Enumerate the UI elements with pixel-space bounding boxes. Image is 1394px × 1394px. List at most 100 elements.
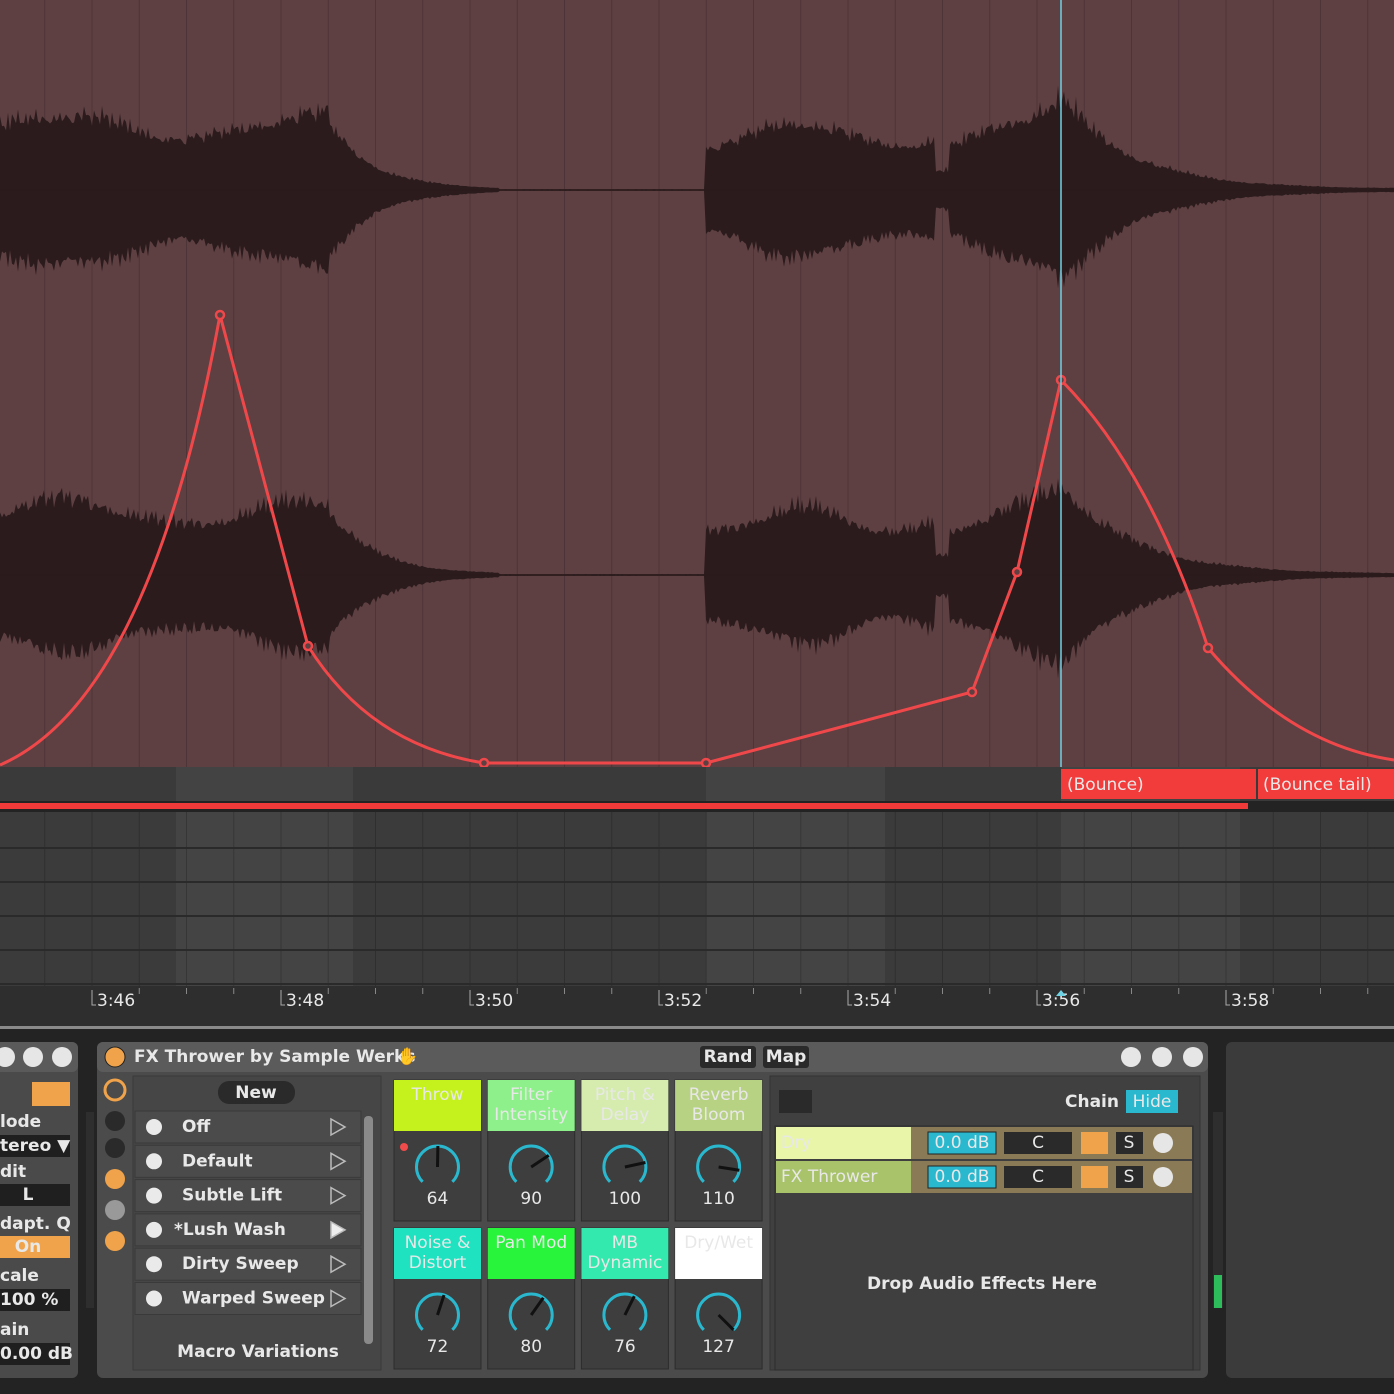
ruler-label: 3:48 [286,991,324,1011]
lane-band [176,767,353,801]
value-box[interactable] [0,1184,70,1206]
value-box[interactable] [0,1289,70,1311]
macro-name-box[interactable] [487,1080,575,1131]
waveform-channel [0,478,1394,679]
breakpoint[interactable] [1202,642,1214,654]
snapshot-icon[interactable] [146,1256,162,1273]
side-icon[interactable] [105,1200,125,1220]
knob-track[interactable] [696,1292,742,1331]
snapshot-icon[interactable] [146,1221,162,1238]
pan-box[interactable] [1004,1132,1072,1154]
value-box[interactable] [0,1343,70,1365]
clip[interactable] [1258,769,1394,799]
launch-arrow[interactable] [330,1152,347,1171]
clip[interactable] [1061,769,1256,799]
knob-track[interactable] [602,1144,648,1183]
hide-button[interactable] [1126,1090,1178,1113]
side-icon[interactable] [105,1138,125,1158]
knob-track[interactable] [508,1144,554,1183]
variation-row[interactable] [134,1247,362,1281]
solo-button[interactable] [1116,1166,1143,1188]
meter-level [1214,1275,1222,1308]
chain-toggle[interactable] [1153,1167,1173,1187]
header-button[interactable] [52,1047,72,1067]
mute-button[interactable] [1081,1166,1108,1188]
ruler-label: 3:58 [1231,991,1269,1011]
device-toggle[interactable] [104,1046,126,1068]
macro-name-box[interactable] [675,1080,763,1131]
knob-indicator [623,1295,636,1316]
launch-arrow[interactable] [330,1117,347,1137]
breakpoint[interactable] [1011,566,1023,578]
chain-toggle[interactable] [1153,1133,1173,1153]
macro-name-box[interactable] [675,1228,763,1279]
header-button[interactable] [0,1047,15,1067]
chain-play[interactable] [779,1090,812,1113]
variation-row[interactable] [134,1110,362,1144]
knob-track[interactable] [602,1292,648,1331]
ruler-tick [1225,990,1230,1006]
snapshot-icon[interactable] [146,1187,162,1204]
launch-arrow[interactable] [330,1289,347,1308]
breakpoint[interactable] [302,640,314,652]
mute-button[interactable] [1081,1132,1108,1154]
variation-row[interactable] [134,1213,362,1247]
side-icon[interactable] [105,1231,125,1251]
knob-track[interactable] [508,1292,554,1331]
solo-label: S [1124,1167,1135,1187]
macro-name-box[interactable] [581,1080,669,1131]
side-icon[interactable] [103,1078,127,1102]
macro-name-box[interactable] [487,1228,575,1279]
knob-indicator [717,1313,735,1331]
empty-panel [1226,1042,1394,1378]
breakpoint[interactable] [214,309,226,321]
chain-name: FX Thrower [781,1167,877,1187]
drop-hint: Drop Audio Effects Here [867,1274,1097,1294]
snapshot-icon[interactable] [146,1290,162,1307]
macro-name: Pitch & Delay [595,1085,655,1125]
knob-indicator [436,1294,446,1316]
launch-arrow[interactable] [330,1254,347,1274]
field-label: dapt. Q [0,1214,71,1234]
value-box[interactable] [0,1135,70,1157]
volume-value: 0.0 dB [935,1133,990,1153]
breakpoint[interactable] [700,757,712,769]
variation-row[interactable] [134,1179,362,1213]
variation-row[interactable] [134,1282,362,1315]
value-box[interactable] [0,1236,70,1258]
header-button-label: Rand [704,1047,753,1067]
chain-name-box[interactable] [776,1127,911,1159]
device-header [97,1042,1208,1072]
volume-box[interactable] [927,1165,997,1189]
macro-value: 90 [520,1189,542,1209]
snapshot-icon[interactable] [146,1153,162,1170]
breakpoint[interactable] [966,686,978,698]
chain-name-box[interactable] [776,1161,911,1193]
macro-name-box[interactable] [581,1228,669,1279]
launch-arrow[interactable] [330,1220,347,1240]
value-label: tereo ▼ [0,1136,71,1156]
ruler-tick [847,990,852,1006]
header-button[interactable] [23,1047,43,1067]
header-button[interactable] [763,1046,809,1068]
header-button[interactable] [1121,1047,1141,1067]
macro-name-box[interactable] [394,1228,481,1279]
macro-name-box[interactable] [394,1080,481,1131]
launch-arrow[interactable] [330,1186,347,1205]
header-button[interactable] [700,1046,756,1068]
new-button[interactable] [218,1081,295,1104]
knob-track[interactable] [415,1292,460,1331]
side-icon[interactable] [105,1169,125,1189]
breakpoint[interactable] [478,757,490,769]
variation-row[interactable] [134,1144,362,1178]
panel-icon[interactable] [32,1082,70,1106]
value-label: 100 % [0,1290,58,1310]
header-button[interactable] [1152,1047,1172,1067]
header-button[interactable] [1183,1047,1203,1067]
waveform [0,85,1394,679]
solo-button[interactable] [1116,1132,1143,1154]
side-icon[interactable] [105,1111,125,1131]
snapshot-icon[interactable] [146,1119,162,1135]
pan-box[interactable] [1004,1166,1072,1188]
volume-box[interactable] [927,1131,997,1155]
